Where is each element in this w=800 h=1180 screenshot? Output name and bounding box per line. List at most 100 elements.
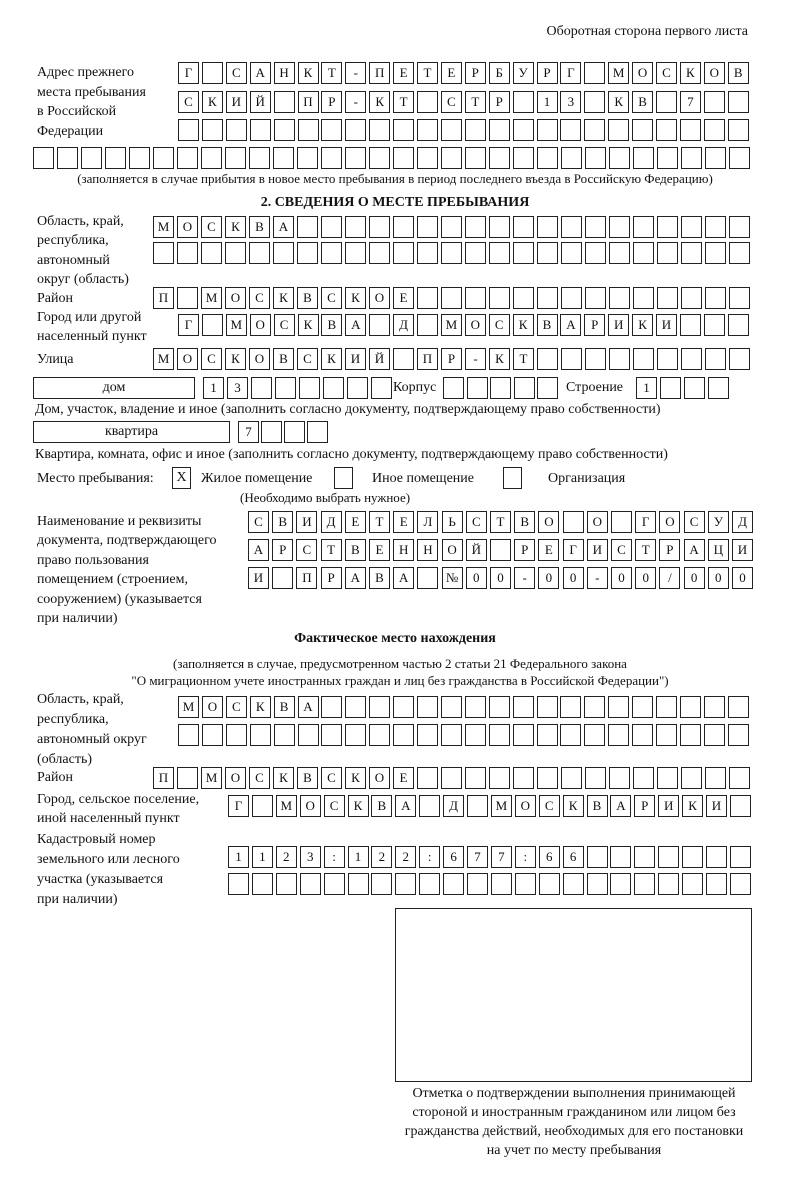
letter-cell[interactable]: М — [153, 216, 174, 238]
option-organization-checkbox[interactable] — [503, 467, 522, 489]
letter-cell[interactable]: К — [225, 348, 246, 370]
letter-cell[interactable]: К — [347, 795, 369, 817]
letter-cell[interactable] — [729, 242, 750, 264]
letter-cell[interactable]: С — [465, 511, 487, 533]
letter-cell[interactable]: Г — [635, 511, 657, 533]
letter-cell[interactable]: 0 — [611, 567, 632, 589]
letter-cell[interactable]: Т — [417, 62, 438, 84]
letter-cell[interactable] — [417, 724, 438, 746]
letter-cell[interactable]: В — [297, 287, 318, 309]
apt-type-field[interactable]: квартира — [33, 421, 230, 443]
letter-cell[interactable] — [634, 873, 656, 895]
letter-cell[interactable] — [633, 147, 654, 169]
letter-cell[interactable] — [225, 119, 247, 141]
letter-cell[interactable]: А — [395, 795, 417, 817]
letter-cell[interactable] — [345, 696, 367, 718]
letter-cell[interactable] — [681, 767, 702, 789]
letter-cell[interactable] — [464, 724, 486, 746]
letter-cell[interactable]: К — [345, 767, 366, 789]
letter-cell[interactable]: И — [248, 567, 269, 589]
letter-cell[interactable]: В — [321, 314, 343, 336]
letter-cell[interactable] — [513, 147, 534, 169]
letter-cell[interactable] — [177, 287, 198, 309]
letter-cell[interactable]: М — [201, 767, 222, 789]
letter-cell[interactable]: 1 — [203, 377, 224, 399]
letter-cell[interactable] — [585, 242, 606, 264]
letter-cell[interactable]: Е — [344, 511, 366, 533]
letter-cell[interactable] — [560, 696, 582, 718]
letter-cell[interactable] — [660, 377, 681, 399]
letter-cell[interactable]: 0 — [538, 567, 560, 589]
letter-cell[interactable] — [634, 846, 656, 868]
letter-cell[interactable] — [513, 767, 534, 789]
letter-cell[interactable]: Г — [562, 539, 584, 561]
letter-cell[interactable]: У — [512, 62, 534, 84]
letter-cell[interactable] — [633, 767, 654, 789]
letter-cell[interactable]: Р — [272, 539, 294, 561]
letter-cell[interactable] — [249, 147, 270, 169]
letter-cell[interactable]: П — [296, 567, 318, 589]
letter-cell[interactable] — [681, 287, 702, 309]
letter-cell[interactable]: Д — [443, 795, 465, 817]
letter-cell[interactable]: О — [464, 314, 486, 336]
letter-cell[interactable]: Д — [732, 511, 753, 533]
letter-cell[interactable]: В — [371, 795, 393, 817]
letter-cell[interactable] — [321, 147, 342, 169]
letter-cell[interactable]: М — [275, 795, 297, 817]
letter-cell[interactable]: С — [249, 767, 270, 789]
letter-cell[interactable]: 2 — [275, 846, 297, 868]
letter-cell[interactable] — [656, 119, 677, 141]
letter-cell[interactable] — [681, 147, 702, 169]
letter-cell[interactable]: И — [586, 539, 608, 561]
letter-cell[interactable]: Й — [369, 348, 390, 370]
letter-cell[interactable] — [657, 216, 678, 238]
letter-cell[interactable] — [201, 724, 223, 746]
letter-cell[interactable] — [369, 696, 391, 718]
letter-cell[interactable]: С — [297, 348, 318, 370]
letter-cell[interactable]: К — [562, 795, 584, 817]
letter-cell[interactable] — [345, 242, 366, 264]
letter-cell[interactable] — [347, 873, 369, 895]
letter-cell[interactable] — [467, 873, 488, 895]
letter-cell[interactable]: 0 — [635, 567, 657, 589]
letter-cell[interactable]: Н — [417, 539, 439, 561]
letter-cell[interactable] — [178, 724, 199, 746]
letter-cell[interactable] — [513, 377, 535, 399]
letter-cell[interactable] — [201, 314, 223, 336]
letter-cell[interactable] — [585, 348, 606, 370]
letter-cell[interactable] — [369, 147, 390, 169]
letter-cell[interactable] — [729, 846, 751, 868]
letter-cell[interactable]: Д — [320, 511, 342, 533]
letter-cell[interactable] — [275, 377, 296, 399]
letter-cell[interactable] — [441, 242, 462, 264]
letter-cell[interactable]: С — [249, 287, 270, 309]
letter-cell[interactable] — [560, 724, 582, 746]
letter-cell[interactable]: 1 — [536, 91, 558, 113]
letter-cell[interactable] — [681, 348, 702, 370]
letter-cell[interactable]: С — [201, 348, 222, 370]
letter-cell[interactable]: В — [514, 511, 536, 533]
letter-cell[interactable] — [417, 147, 438, 169]
letter-cell[interactable] — [464, 696, 486, 718]
letter-cell[interactable] — [467, 795, 488, 817]
letter-cell[interactable] — [536, 696, 558, 718]
letter-cell[interactable] — [562, 873, 584, 895]
letter-cell[interactable] — [443, 873, 465, 895]
letter-cell[interactable] — [703, 314, 725, 336]
letter-cell[interactable] — [584, 62, 606, 84]
letter-cell[interactable] — [656, 91, 677, 113]
letter-cell[interactable] — [440, 696, 462, 718]
letter-cell[interactable]: / — [659, 567, 681, 589]
letter-cell[interactable]: У — [707, 511, 729, 533]
letter-cell[interactable] — [105, 147, 126, 169]
letter-cell[interactable] — [440, 119, 462, 141]
letter-cell[interactable]: 3 — [299, 846, 321, 868]
letter-cell[interactable] — [561, 348, 582, 370]
letter-cell[interactable] — [537, 377, 558, 399]
letter-cell[interactable]: - — [345, 62, 367, 84]
letter-cell[interactable]: 0 — [683, 567, 705, 589]
letter-cell[interactable] — [284, 421, 305, 443]
letter-cell[interactable] — [417, 216, 438, 238]
letter-cell[interactable] — [345, 119, 367, 141]
letter-cell[interactable]: Т — [321, 62, 343, 84]
